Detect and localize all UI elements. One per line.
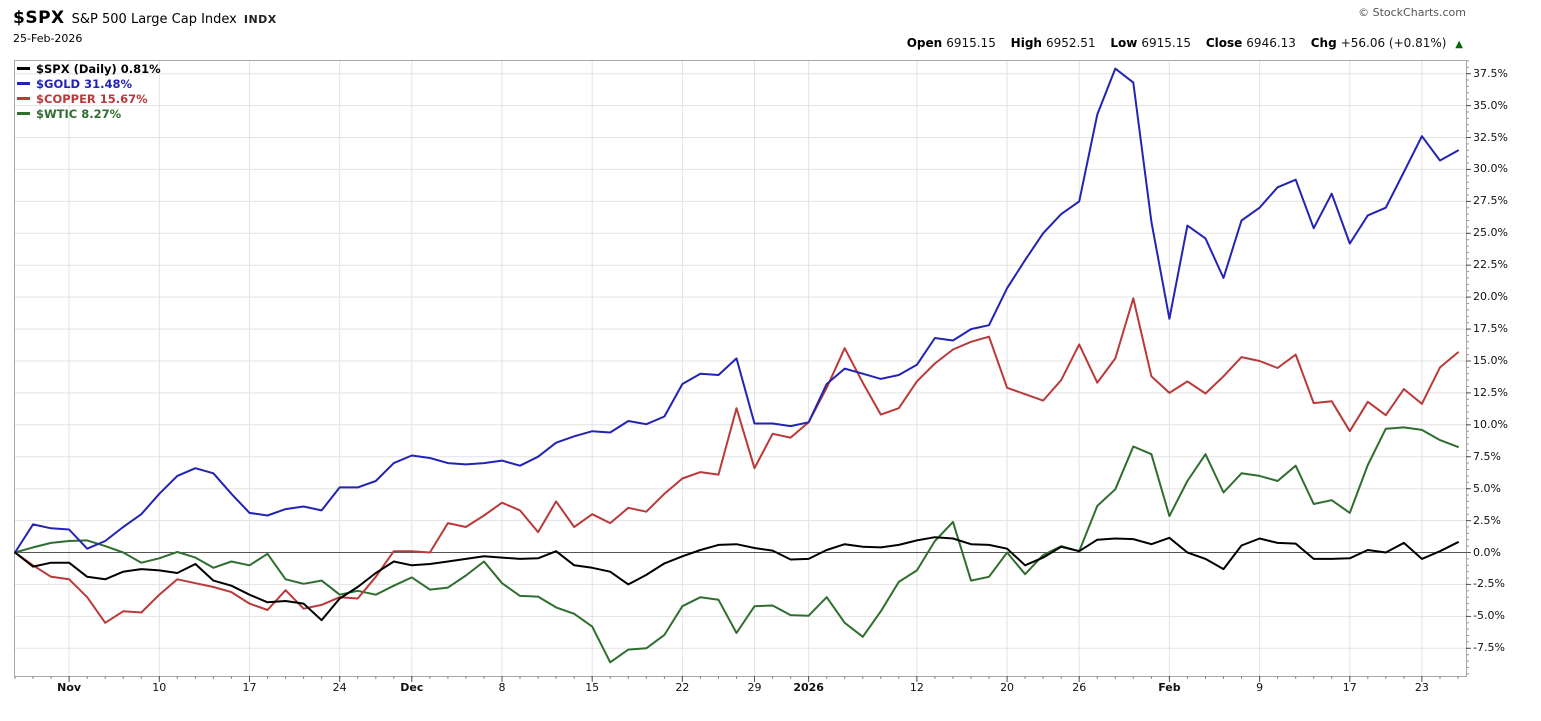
y-axis-label: 17.5% bbox=[1473, 322, 1508, 336]
y-axis-label: 0.0% bbox=[1473, 545, 1501, 559]
y-axis-label: 20.0% bbox=[1473, 290, 1508, 304]
legend-label: $GOLD 31.48% bbox=[36, 76, 132, 91]
y-axis-label: -5.0% bbox=[1473, 609, 1505, 623]
legend-item-spx-daily: $SPX (Daily) 0.81% bbox=[17, 61, 161, 76]
open-value: 6915.15 bbox=[946, 36, 996, 50]
x-axis-label: 24 bbox=[332, 681, 347, 694]
y-axis-label: 15.0% bbox=[1473, 353, 1508, 367]
x-axis-label: 8 bbox=[498, 681, 506, 694]
y-axis-label: 7.5% bbox=[1473, 449, 1501, 463]
change-value: +56.06 (+0.81%) bbox=[1340, 36, 1447, 50]
plot-border bbox=[14, 60, 1467, 677]
y-axis-label: -2.5% bbox=[1473, 577, 1505, 591]
y-axis-label: -7.5% bbox=[1473, 641, 1505, 655]
y-axis-label: 5.0% bbox=[1473, 481, 1501, 495]
legend-dash-icon bbox=[17, 67, 30, 70]
legend-label: $COPPER 15.67% bbox=[36, 91, 148, 106]
y-axis-label: 12.5% bbox=[1473, 385, 1508, 399]
low-value: 6915.15 bbox=[1141, 36, 1192, 50]
y-axis-label: 30.0% bbox=[1473, 162, 1508, 176]
high-value: 6952.51 bbox=[1045, 36, 1096, 50]
legend-dash-icon bbox=[17, 97, 30, 100]
x-axis-label: 22 bbox=[675, 681, 690, 694]
x-axis-label: 10 bbox=[152, 681, 167, 694]
series-line-gold bbox=[14, 67, 1459, 554]
x-axis-label: 17 bbox=[242, 681, 257, 694]
series-line-spx-daily bbox=[14, 536, 1459, 622]
legend-dash-icon bbox=[17, 112, 30, 115]
x-axis-label: 9 bbox=[1256, 681, 1264, 694]
x-axis-label: Feb bbox=[1158, 681, 1181, 694]
high-label: High bbox=[1010, 36, 1042, 50]
x-axis-label: 29 bbox=[747, 681, 762, 694]
y-axis-label: 10.0% bbox=[1473, 417, 1508, 431]
x-axis-label: Dec bbox=[400, 681, 424, 694]
close-value: 6946.13 bbox=[1246, 36, 1296, 50]
legend-item-wtic: $WTIC 8.27% bbox=[17, 106, 161, 121]
y-axis-label: 37.5% bbox=[1473, 66, 1508, 80]
page-title: S&P 500 Large Cap Index bbox=[71, 12, 237, 27]
x-axis-label: 15 bbox=[585, 681, 600, 694]
exchange-tag: INDX bbox=[243, 13, 277, 26]
x-axis-label: Nov bbox=[57, 681, 82, 694]
series-line-copper bbox=[14, 297, 1459, 624]
x-axis-label: 20 bbox=[1000, 681, 1015, 694]
ticker-symbol: $SPX bbox=[13, 8, 65, 28]
low-label: Low bbox=[1110, 36, 1138, 50]
x-axis-label: 2026 bbox=[793, 681, 824, 694]
x-axis-label: 12 bbox=[909, 681, 924, 694]
quote-bar: Open 6915.15 High 6952.51 Low 6915.15 Close… bbox=[907, 36, 1463, 50]
change-up-arrow-icon: ▲ bbox=[1455, 39, 1463, 50]
y-axis-label: 32.5% bbox=[1473, 130, 1508, 144]
y-axis-label: 2.5% bbox=[1473, 513, 1501, 527]
chart-header: $SPX S&P 500 Large Cap Index INDX bbox=[13, 8, 277, 28]
close-label: Close bbox=[1205, 36, 1243, 50]
chart-date: 25-Feb-2026 bbox=[13, 32, 83, 45]
open-label: Open bbox=[906, 36, 943, 50]
y-axis-label: 27.5% bbox=[1473, 194, 1508, 208]
legend-dash-icon bbox=[17, 82, 30, 85]
legend-label: $WTIC 8.27% bbox=[36, 106, 122, 121]
series-line-wtic bbox=[14, 426, 1459, 664]
y-axis-label: 35.0% bbox=[1473, 98, 1508, 112]
copyright: © StockCharts.com bbox=[1358, 6, 1466, 19]
x-axis-label: 17 bbox=[1342, 681, 1357, 694]
legend-item-copper: $COPPER 15.67% bbox=[17, 91, 161, 106]
y-axis-label: 22.5% bbox=[1473, 258, 1508, 272]
x-axis-label: 23 bbox=[1414, 681, 1429, 694]
change-label: Chg bbox=[1310, 36, 1337, 50]
y-axis-label: 25.0% bbox=[1473, 226, 1508, 240]
legend-item-gold: $GOLD 31.48% bbox=[17, 76, 161, 91]
legend-label: $SPX (Daily) 0.81% bbox=[36, 61, 161, 76]
x-axis-label: 26 bbox=[1072, 681, 1087, 694]
chart-legend: $SPX (Daily) 0.81% $GOLD 31.48% $COPPER 15… bbox=[17, 61, 161, 121]
